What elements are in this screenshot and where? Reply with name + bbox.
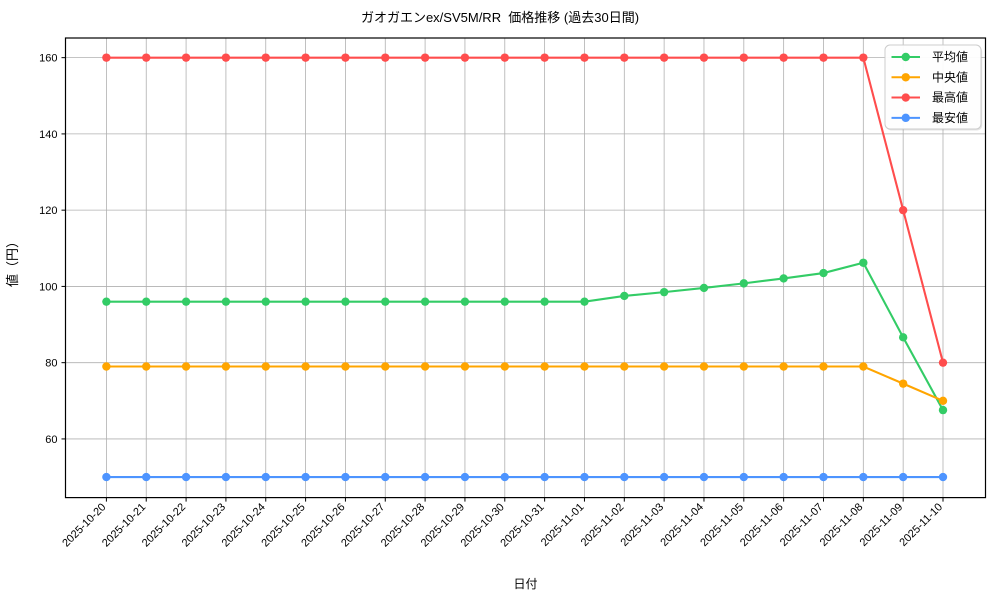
svg-text:平均値: 平均値 <box>932 49 968 64</box>
svg-text:中央値: 中央値 <box>932 69 968 84</box>
svg-text:140: 140 <box>39 129 57 141</box>
svg-text:ガオガエンex/SV5M/RR 価格推移 (過去30日間): ガオガエンex/SV5M/RR 価格推移 (過去30日間) <box>361 10 639 25</box>
svg-text:値（円）: 値（円） <box>5 235 20 287</box>
svg-text:60: 60 <box>45 434 57 446</box>
svg-text:100: 100 <box>39 281 57 293</box>
svg-text:160: 160 <box>39 53 57 65</box>
svg-text:日付: 日付 <box>513 577 537 591</box>
svg-text:120: 120 <box>39 205 57 217</box>
svg-text:最高値: 最高値 <box>932 90 968 105</box>
svg-text:80: 80 <box>45 358 57 370</box>
svg-text:最安値: 最安値 <box>932 110 968 125</box>
